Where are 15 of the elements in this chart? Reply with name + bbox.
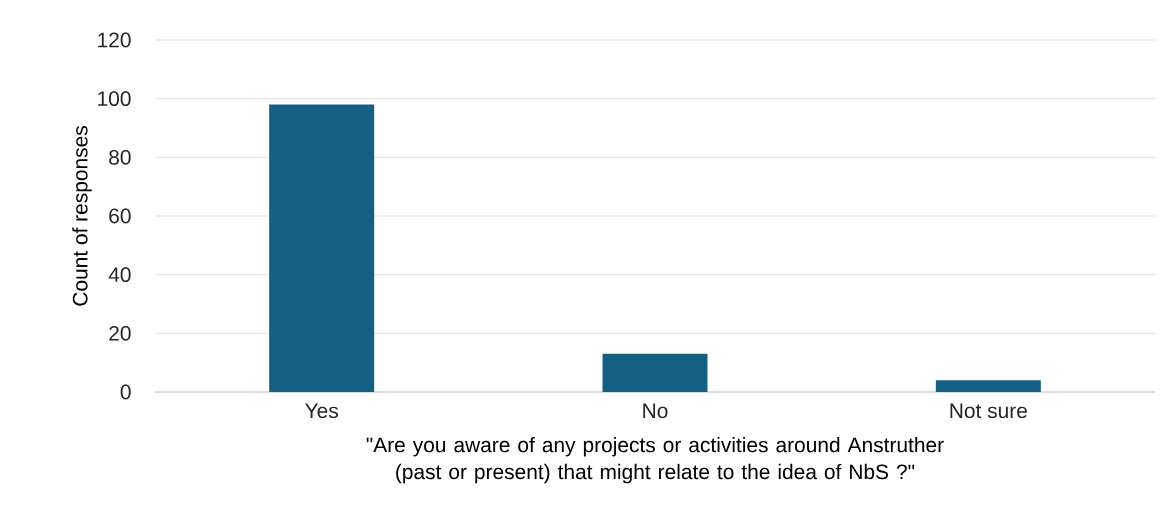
y-axis-title: Count of responses <box>72 126 92 306</box>
y-tick-label: 20 <box>109 325 131 341</box>
y-tick-label: 60 <box>109 208 131 224</box>
bar <box>602 353 708 392</box>
y-tick-label: 0 <box>120 384 131 400</box>
x-axis-title: "Are you aware of any projects or activities around Anstruther (past or present) that might relate to the idea of NbS ?" <box>366 436 944 484</box>
x-tick-label: Yes <box>305 403 338 419</box>
bar <box>935 380 1041 392</box>
y-tick-label: 100 <box>98 91 131 107</box>
bar <box>269 104 375 392</box>
y-tick-label: 40 <box>108 267 131 283</box>
x-tick-label: No <box>643 403 668 419</box>
y-tick-label: 120 <box>98 32 131 48</box>
y-tick-label: 80 <box>109 149 131 165</box>
x-tick-label: Not sure <box>950 403 1027 419</box>
